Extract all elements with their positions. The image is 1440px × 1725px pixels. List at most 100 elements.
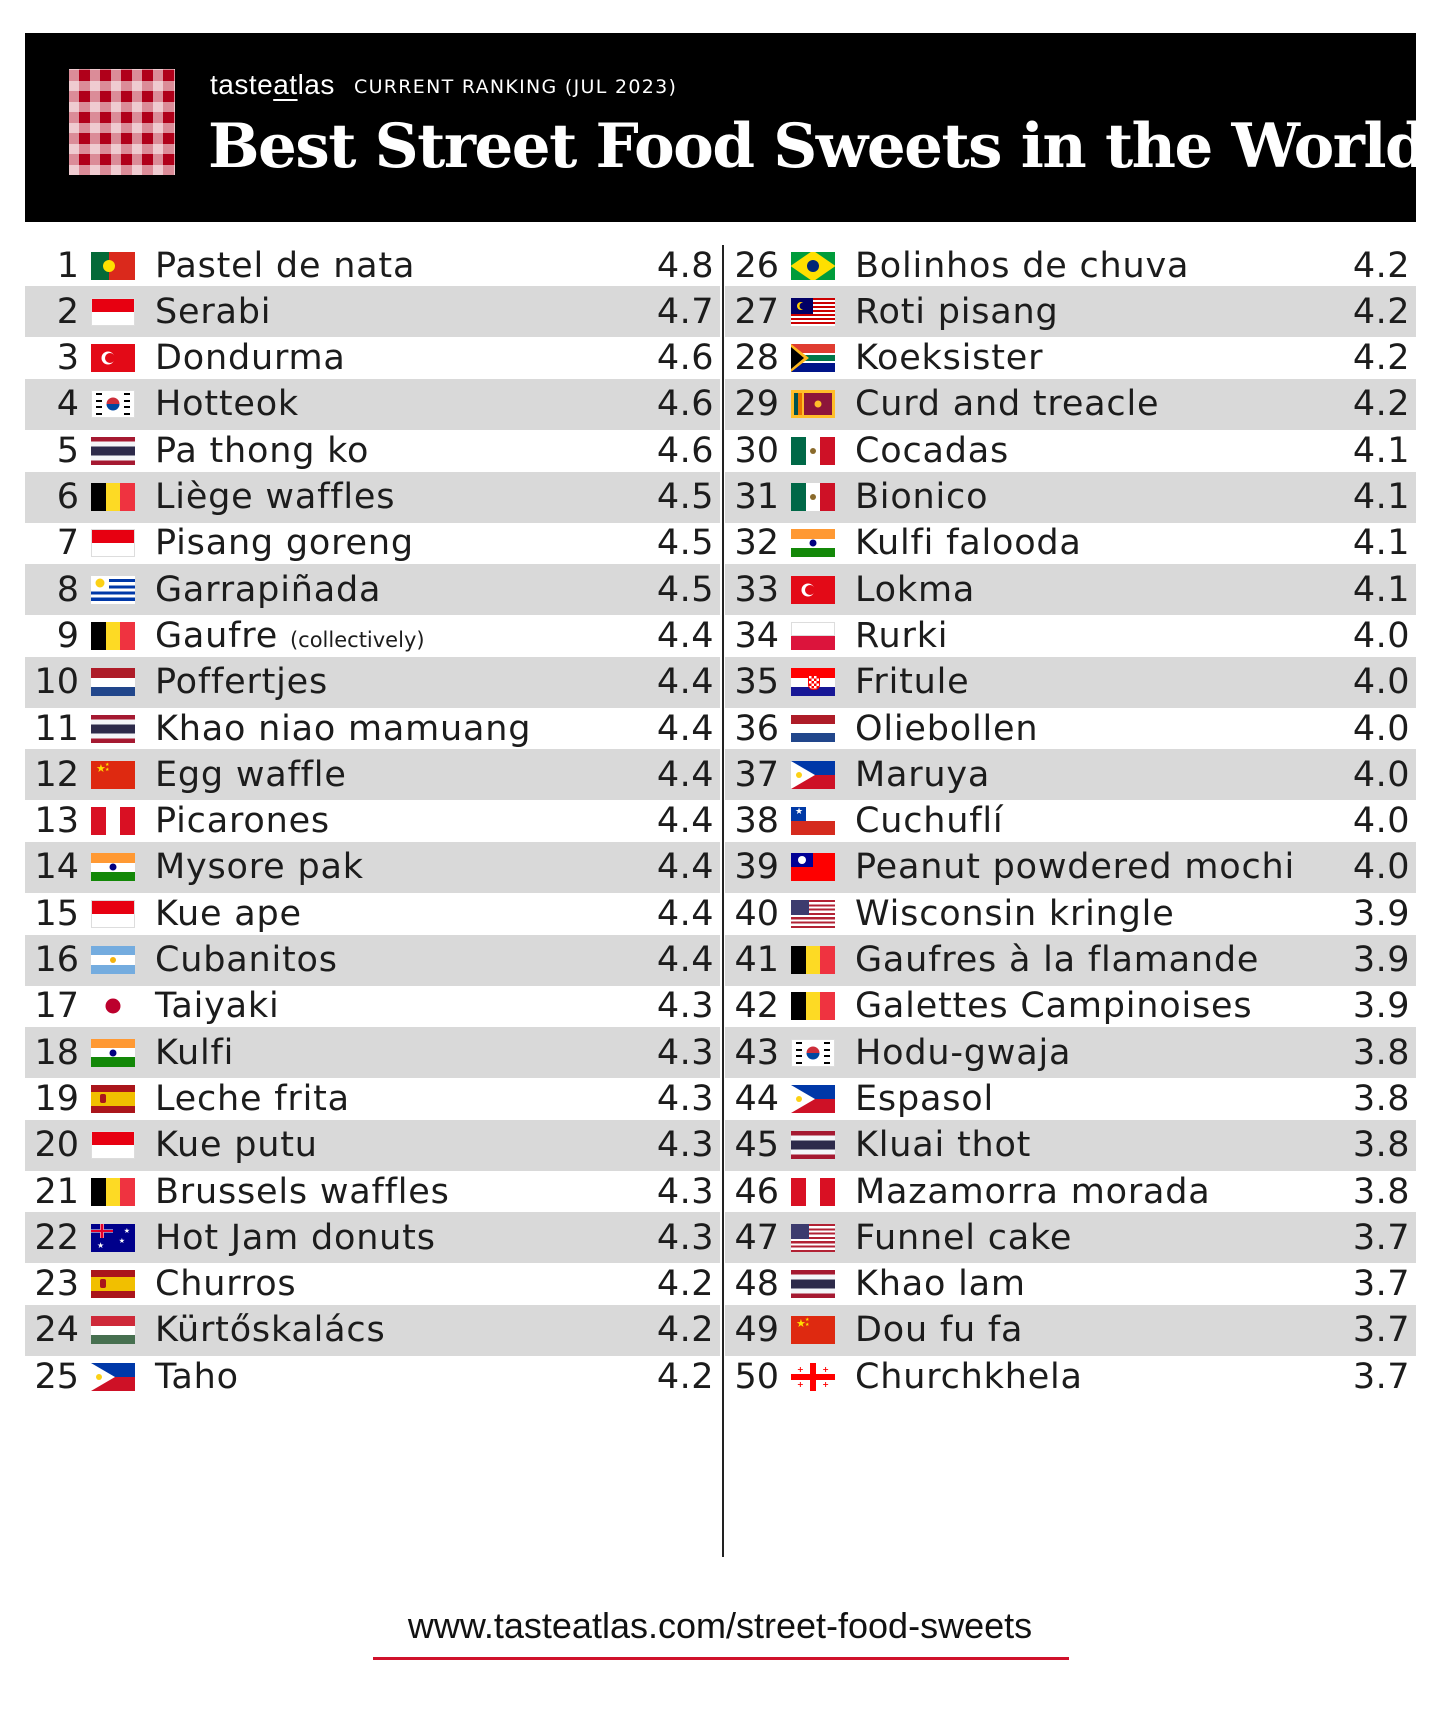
rating-score: 4.2	[1352, 291, 1410, 332]
ranking-row[interactable]: 35 Fritule 4.0	[725, 656, 1416, 708]
portugal-flag-icon	[91, 251, 135, 280]
ranking-row[interactable]: 12 ★ ★ ★ Egg waffle 4.4	[25, 749, 720, 801]
dish-name-text: Taiyaki	[155, 986, 280, 1027]
thailand-flag-icon	[91, 436, 135, 465]
ranking-row[interactable]: 42 Galettes Campinoises 3.9	[725, 981, 1416, 1032]
rank-number: 26	[734, 245, 779, 286]
rank-number: 30	[734, 430, 779, 471]
ranking-row[interactable]: 41 Gaufres à la flamande 3.9	[725, 934, 1416, 986]
ranking-row[interactable]: 24 Kürtőskalács 4.2	[25, 1304, 720, 1356]
ranking-row[interactable]: 7 Pisang goreng 4.5	[25, 518, 720, 569]
ranking-row[interactable]: 27 Roti pisang 4.2	[725, 286, 1416, 338]
rating-score: 4.4	[656, 847, 714, 888]
rank-number: 38	[734, 801, 779, 842]
ranking-row[interactable]: 6 Liège waffles 4.5	[25, 471, 720, 523]
rating-score: 4.2	[1352, 338, 1410, 379]
taiwan-flag-icon	[791, 853, 835, 882]
ranking-row[interactable]: 14 Mysore pak 4.4	[25, 841, 720, 893]
ranking-row[interactable]: 39 Peanut powdered mochi 4.0	[725, 841, 1416, 893]
dish-name: Kue ape	[155, 894, 624, 934]
ranking-row[interactable]: 11 Khao niao mamuang 4.4	[25, 703, 720, 754]
ranking-row[interactable]: 19 Leche frita 4.3	[25, 1073, 720, 1124]
rating-score: 4.4	[656, 615, 714, 656]
ranking-row[interactable]: 40 Wisconsin kringle 3.9	[725, 888, 1416, 939]
ranking-row[interactable]: 47 Funnel cake 3.7	[725, 1212, 1416, 1264]
dish-name: Roti pisang	[855, 292, 1320, 332]
dish-name-text: Khao lam	[855, 1264, 1026, 1305]
ranking-row[interactable]: 29 Curd and treacle 4.2	[725, 378, 1416, 430]
rank-number: 2	[56, 291, 79, 332]
rating-score: 4.3	[656, 1217, 714, 1258]
ranking-row[interactable]: 28 Koeksister 4.2	[725, 333, 1416, 384]
ranking-row[interactable]: 10 Poffertjes 4.4	[25, 656, 720, 708]
ranking-row[interactable]: 50 + + + + Churchkhela 3.7	[725, 1351, 1416, 1402]
ranking-row[interactable]: 21 Brussels waffles 4.3	[25, 1166, 720, 1217]
ranking-row[interactable]: 13 Picarones 4.4	[25, 796, 720, 847]
ranking-row[interactable]: 43 Hodu-gwaja 3.8	[725, 1027, 1416, 1079]
ranking-row[interactable]: 33 Lokma 4.1	[725, 564, 1416, 616]
rating-score: 4.2	[1352, 245, 1410, 286]
ranking-row[interactable]: 31 Bionico 4.1	[725, 471, 1416, 523]
dish-name: Kürtőskalács	[155, 1310, 624, 1350]
dish-name: Leche frita	[155, 1079, 624, 1119]
ranking-row[interactable]: 9 Gaufre (collectively) 4.4	[25, 610, 720, 661]
ranking-row[interactable]: 26 Bolinhos de chuva 4.2	[725, 240, 1416, 291]
dish-name: Taiyaki	[155, 986, 624, 1026]
dish-name: Wisconsin kringle	[855, 894, 1320, 934]
belgium-flag-icon	[91, 1177, 135, 1206]
footer-link[interactable]: www.tasteatlas.com/street-food-sweets	[407, 1605, 1033, 1646]
india-flag-icon	[91, 1038, 135, 1067]
ranking-row[interactable]: 17 Taiyaki 4.3	[25, 981, 720, 1032]
rating-score: 4.2	[656, 1310, 714, 1351]
uruguay-flag-icon	[91, 575, 135, 604]
philippines-flag-icon	[791, 1084, 835, 1113]
argentina-flag-icon	[91, 946, 135, 974]
ranking-row[interactable]: 4 Hotteok 4.6	[25, 378, 720, 430]
ranking-row[interactable]: 2 Serabi 4.7	[25, 286, 720, 338]
ranking-row[interactable]: 32 Kulfi falooda 4.1	[725, 518, 1416, 569]
thailand-flag-icon	[91, 714, 135, 743]
ranking-row[interactable]: 34 Rurki 4.0	[725, 610, 1416, 661]
ranking-row[interactable]: 38 ★ Cuchuflí 4.0	[725, 796, 1416, 847]
ranking-row[interactable]: 25 Taho 4.2	[25, 1351, 720, 1402]
rating-score: 3.7	[1352, 1217, 1410, 1258]
dish-name-text: Khao niao mamuang	[155, 708, 532, 749]
rank-number: 46	[734, 1171, 779, 1212]
ranking-row[interactable]: 16 Cubanitos 4.4	[25, 934, 720, 986]
ranking-row[interactable]: 45 Kluai thot 3.8	[725, 1119, 1416, 1171]
ranking-row[interactable]: 23 Churros 4.2	[25, 1259, 720, 1310]
ranking-row[interactable]: 30 Cocadas 4.1	[725, 425, 1416, 476]
ranking-row[interactable]: 18 Kulfi 4.3	[25, 1027, 720, 1079]
ranking-row[interactable]: 20 Kue putu 4.3	[25, 1119, 720, 1171]
netherlands-flag-icon	[91, 668, 135, 697]
rank-number: 39	[734, 847, 779, 888]
dish-name-text: Churros	[155, 1264, 297, 1305]
dish-name-text: Oliebollen	[855, 708, 1039, 749]
ranking-row[interactable]: 44 Espasol 3.8	[725, 1073, 1416, 1124]
ranking-row[interactable]: 1 Pastel de nata 4.8	[25, 240, 720, 291]
croatia-flag-icon	[791, 668, 835, 697]
ranking-row[interactable]: 36 Oliebollen 4.0	[725, 703, 1416, 754]
ranking-row[interactable]: 15 Kue ape 4.4	[25, 888, 720, 939]
ranking-row[interactable]: 3 Dondurma 4.6	[25, 333, 720, 384]
rank-number: 7	[56, 523, 79, 564]
rank-number: 44	[734, 1078, 779, 1119]
ranking-row[interactable]: 22 ★ ★ ★ Hot Jam donuts 4.3	[25, 1212, 720, 1264]
dish-name-text: Kulfi falooda	[855, 523, 1082, 564]
brand-logo[interactable]: tasteatlas	[210, 69, 335, 101]
rating-score: 3.8	[1352, 1078, 1410, 1119]
rank-number: 4	[56, 384, 79, 425]
rating-score: 4.5	[656, 477, 714, 517]
rank-number: 45	[734, 1125, 779, 1166]
rating-score: 4.3	[656, 1078, 714, 1119]
ranking-row[interactable]: 8 Garrapiñada 4.5	[25, 564, 720, 616]
rating-score: 3.7	[1352, 1356, 1410, 1397]
dish-name: Churros	[155, 1264, 624, 1304]
ranking-row[interactable]: 48 Khao lam 3.7	[725, 1259, 1416, 1310]
dish-name: Dondurma	[155, 338, 624, 378]
ranking-row[interactable]: 49 ★ ★ ★ Dou fu fa 3.7	[725, 1304, 1416, 1356]
ranking-row[interactable]: 46 Mazamorra morada 3.8	[725, 1166, 1416, 1217]
australia-flag-icon: ★ ★ ★	[91, 1223, 135, 1252]
ranking-row[interactable]: 5 Pa thong ko 4.6	[25, 425, 720, 476]
ranking-row[interactable]: 37 Maruya 4.0	[725, 749, 1416, 801]
